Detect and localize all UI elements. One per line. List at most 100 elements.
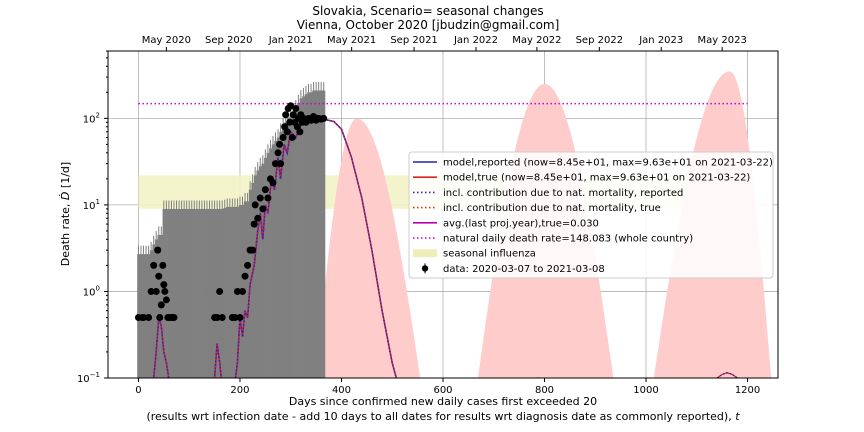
legend-label: seasonal influenza (443, 249, 536, 260)
data-bar (187, 208, 191, 378)
data-bar (269, 148, 272, 378)
data-point-layer (134, 102, 328, 322)
data-bar (175, 208, 179, 378)
legend-swatch (413, 249, 437, 258)
data-bar (177, 208, 181, 378)
y-tick-exponent: 1 (96, 198, 100, 206)
legend-label: model,true (now=8.45e+01, max=9.63e+01 o… (443, 173, 750, 184)
x-axis-label: Days since confirmed new daily cases fir… (289, 395, 597, 408)
data-bar (203, 208, 207, 378)
x-tick-label: 400 (332, 385, 351, 396)
data-point (269, 179, 277, 187)
data-bar (259, 166, 262, 378)
y-axis-label-var: Ḋ (59, 192, 72, 200)
data-bar (231, 206, 234, 378)
data-bar (291, 111, 295, 378)
legend-swatch (421, 265, 429, 272)
data-bar (317, 90, 321, 378)
top-tick-label: May 2021 (327, 35, 376, 46)
x-tick-label: 1000 (633, 385, 658, 396)
data-bar (279, 131, 283, 378)
legend-label: data: 2020-03-07 to 2021-03-08 (443, 264, 605, 275)
data-point (272, 160, 279, 168)
y-axis-label: Death rate, Ḋ [1/d] (59, 162, 72, 266)
seasonal-envelope (311, 118, 428, 378)
legend-label: model,reported (now=8.45e+01, max=9.63e+… (443, 158, 773, 169)
data-bar (276, 137, 280, 378)
x-tick-label: 0 (135, 385, 141, 396)
data-bar (264, 157, 267, 378)
legend-label: incl. contribution due to nat. mortality… (443, 188, 683, 199)
series-line-layer (138, 102, 748, 378)
legend-label: avg.(last proj.year),true=0.030 (443, 218, 599, 229)
data-bar (271, 144, 275, 378)
data-point (236, 314, 244, 322)
data-point (140, 314, 148, 322)
data-bar (228, 206, 232, 378)
y-tick-base: 10 (77, 374, 90, 385)
y-tick-label: 101 (83, 198, 100, 212)
data-bar (319, 90, 323, 378)
data-point (256, 194, 264, 202)
data-bar (256, 170, 260, 378)
y-tick-exponent: 2 (96, 111, 100, 119)
y-tick-exponent: 0 (96, 284, 100, 292)
data-point (161, 287, 169, 295)
data-bar (208, 208, 212, 378)
data-point (170, 314, 178, 322)
data-point (162, 296, 170, 304)
data-bar (307, 92, 311, 378)
y-tick-base: 10 (83, 201, 96, 212)
data-bar (152, 244, 156, 378)
data-point (233, 287, 241, 295)
legend-label: natural daily death rate=148.083 (whole … (443, 234, 693, 245)
top-tick-label: May 2023 (698, 35, 747, 46)
y-tick-label: 100 (83, 284, 100, 298)
data-point (286, 118, 294, 126)
data-bar (297, 103, 300, 378)
x-axis-label-2-var: t (735, 410, 740, 423)
data-point (145, 314, 153, 322)
data-bar (246, 201, 250, 378)
data-bar (198, 208, 201, 378)
data-point (320, 114, 328, 122)
data-bar (213, 208, 217, 378)
x-axis-label-2: (results wrt infection date - add 10 day… (146, 410, 740, 423)
data-bar (251, 182, 255, 378)
data-point (277, 160, 285, 168)
y-tick-label: 102 (83, 111, 100, 125)
data-point (261, 186, 269, 194)
data-point (152, 287, 160, 295)
data-bar (149, 250, 153, 378)
data-point (254, 214, 262, 222)
model-true-line (152, 119, 397, 378)
top-tick-label: May 2022 (512, 35, 561, 46)
data-bar (185, 208, 189, 378)
y-tick-exponent: −1 (90, 371, 100, 379)
data-point (241, 272, 249, 280)
data-bar (261, 163, 265, 378)
data-bar (154, 239, 158, 378)
data-point (156, 314, 164, 322)
data-bar (289, 114, 293, 378)
data-bar (302, 96, 305, 378)
data-bar (286, 118, 290, 378)
data-bar (190, 208, 194, 378)
x-tick-label: 1200 (735, 385, 760, 396)
top-tick-label: Sep 2022 (576, 35, 623, 46)
y-tick-base: 10 (83, 287, 96, 298)
data-bar (167, 208, 171, 378)
data-bar (299, 98, 303, 378)
data-point (159, 261, 167, 269)
data-point (213, 314, 221, 322)
top-tick-label: Jan 2022 (453, 35, 498, 46)
data-point (154, 246, 162, 254)
data-point (239, 287, 247, 295)
data-point (279, 134, 287, 142)
data-bar (226, 206, 229, 378)
data-point (251, 201, 259, 209)
data-bar (294, 108, 298, 378)
top-tick-label: May 2020 (142, 35, 191, 46)
